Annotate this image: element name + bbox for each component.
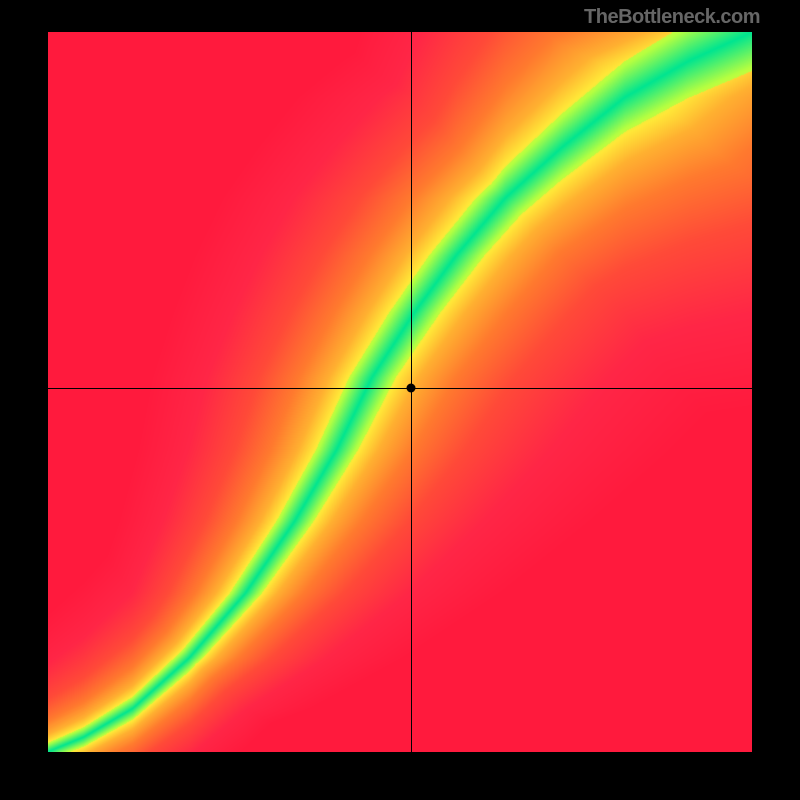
crosshair-horizontal <box>48 388 752 389</box>
heatmap-canvas <box>48 32 752 752</box>
crosshair-dot <box>406 384 415 393</box>
watermark-text: TheBottleneck.com <box>584 6 760 29</box>
chart-area <box>48 32 752 752</box>
chart-container: TheBottleneck.com <box>0 0 800 800</box>
